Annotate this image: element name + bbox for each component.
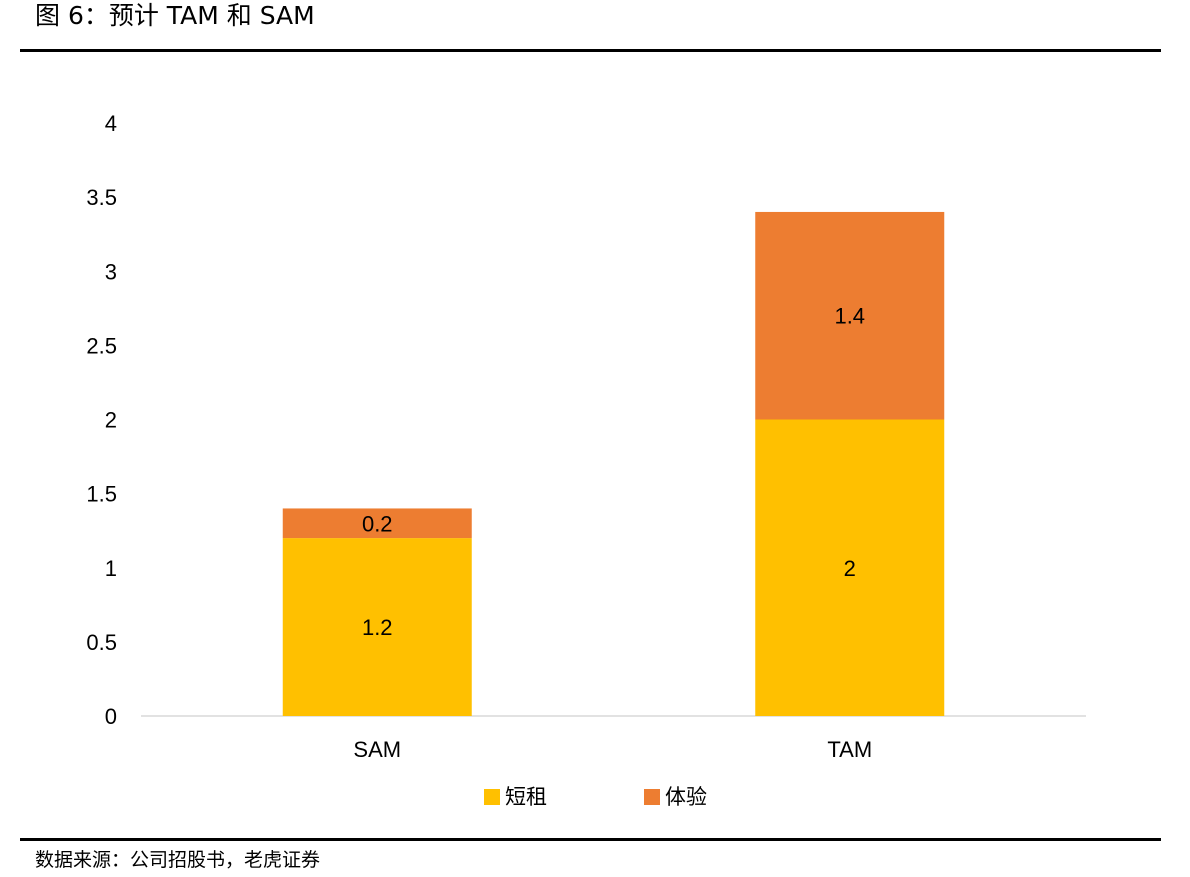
bar-group xyxy=(282,211,945,716)
bottom-rule xyxy=(20,838,1161,841)
y-axis-ticks: 0 0.5 1 1.5 2 2.5 3 3.5 4 xyxy=(86,111,117,729)
data-label: 1.4 xyxy=(834,304,865,329)
bar-TAM-体验 xyxy=(755,211,945,420)
legend-swatch xyxy=(484,789,500,805)
y-tick-label: 2 xyxy=(105,408,117,433)
y-tick-label: 3 xyxy=(105,259,117,284)
data-label: 2 xyxy=(844,556,856,581)
figure-title: 图 6：预计 TAM 和 SAM xyxy=(35,1,315,30)
category-label-group: SAM TAM xyxy=(353,737,872,762)
legend-label: 体验 xyxy=(665,785,707,809)
bar-SAM-体验 xyxy=(282,508,472,539)
data-label-group: 1.2 0.2 2 1.4 xyxy=(362,304,865,640)
legend-label: 短租 xyxy=(505,785,547,809)
y-tick-label: 2.5 xyxy=(86,333,117,358)
y-tick-label: 0.5 xyxy=(86,630,117,655)
data-label: 0.2 xyxy=(362,511,393,536)
bar-SAM-短租 xyxy=(282,538,472,716)
source-note: 数据来源：公司招股书，老虎证券 xyxy=(35,849,321,871)
y-tick-label: 0 xyxy=(105,704,117,729)
bar-TAM-短租 xyxy=(755,419,945,716)
y-tick-label: 1 xyxy=(105,556,117,581)
category-label: TAM xyxy=(827,737,872,762)
legend: 短租 体验 xyxy=(484,785,707,809)
data-label: 1.2 xyxy=(362,615,393,640)
y-tick-label: 1.5 xyxy=(86,482,117,507)
y-tick-label: 4 xyxy=(105,111,117,136)
top-rule xyxy=(20,49,1161,52)
category-label: SAM xyxy=(353,737,401,762)
legend-swatch xyxy=(644,789,660,805)
y-tick-label: 3.5 xyxy=(86,185,117,210)
